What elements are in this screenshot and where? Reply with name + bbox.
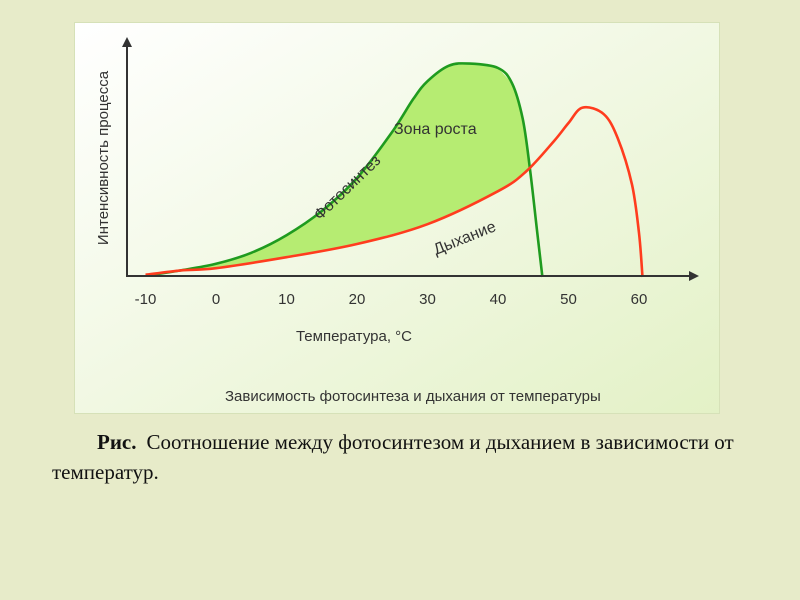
growth-zone-fill — [180, 63, 530, 271]
x-tick-labels: -10 0 10 20 30 40 50 60 — [135, 291, 648, 308]
figure-panel: -10 0 10 20 30 40 50 60 Температура, °С Интенси… — [74, 22, 720, 414]
x-tick-label: 0 — [212, 291, 220, 308]
page-caption: Рис. Соотношение между фотосинтезом и дых… — [52, 427, 742, 487]
growth-zone-area — [180, 63, 530, 271]
caption-label: Рис. — [97, 430, 137, 454]
x-tick-label: 10 — [278, 291, 295, 308]
x-axis-title: Температура, °С — [296, 328, 412, 345]
photosynthesis-curve — [152, 62, 544, 278]
chart-caption: Зависимость фотосинтеза и дыхания от тем… — [225, 388, 601, 405]
series-group — [145, 62, 644, 278]
x-tick-label: 40 — [490, 291, 507, 308]
respiration-curve — [145, 105, 644, 278]
x-tick-label: 60 — [631, 291, 648, 308]
x-tick-label: 20 — [349, 291, 366, 308]
x-tick-label: 30 — [419, 291, 436, 308]
x-tick-label: -10 — [135, 291, 157, 308]
chart: -10 0 10 20 30 40 50 60 Температура, °С Интенси… — [75, 23, 719, 413]
growth-zone-label: Зона роста — [394, 121, 477, 138]
y-axis-title: Интенсивность процесса — [95, 70, 112, 245]
caption-text: Соотношение между фотосинтезом и дыхание… — [52, 430, 734, 484]
x-tick-label: 50 — [560, 291, 577, 308]
